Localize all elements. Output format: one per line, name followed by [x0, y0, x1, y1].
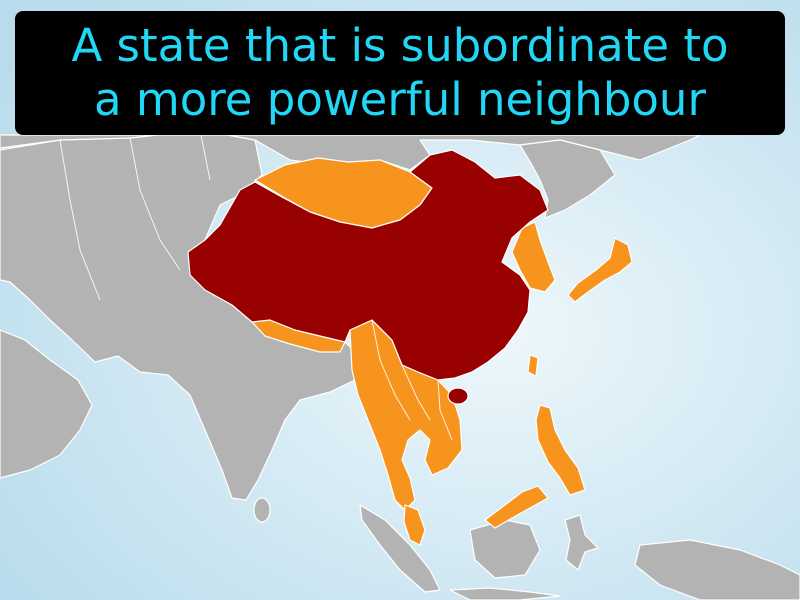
caption-line-2: a more powerful neighbour — [94, 73, 706, 126]
land-new-guinea — [634, 539, 800, 600]
land-sri-lanka — [253, 497, 271, 523]
caption-box: A state that is subordinate to a more po… — [15, 11, 785, 135]
caption-line-1: A state that is subordinate to — [71, 19, 729, 72]
border-lines-southeast — [371, 319, 453, 441]
land-arabia — [0, 329, 93, 479]
region-borneo-north — [484, 485, 549, 529]
land-sumatra — [359, 504, 441, 593]
land-borneo-south — [469, 519, 541, 579]
land-far-east — [519, 139, 616, 219]
land-java — [449, 587, 561, 600]
region-korea — [511, 221, 556, 293]
region-philippines — [535, 404, 586, 496]
region-taiwan — [527, 354, 539, 377]
border-lines-west — [59, 129, 211, 301]
region-china — [187, 149, 549, 381]
region-hainan — [447, 387, 469, 405]
region-malay-peninsula — [403, 504, 426, 546]
land-sulawesi — [564, 514, 599, 571]
region-japan — [567, 237, 633, 303]
